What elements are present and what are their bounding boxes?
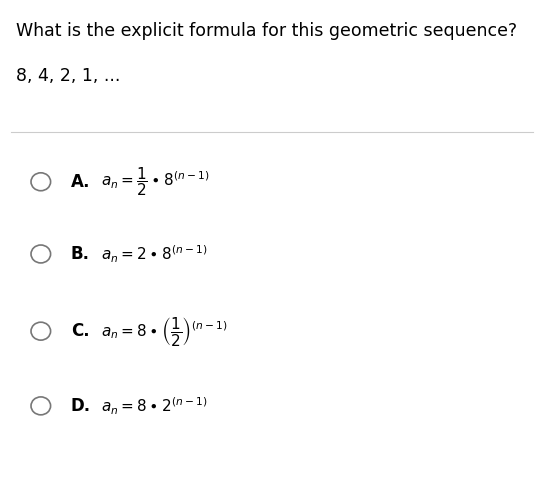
Text: $a_n = 8 \bullet 2^{(n-1)}$: $a_n = 8 \bullet 2^{(n-1)}$ — [101, 395, 207, 416]
Text: C.: C. — [71, 322, 89, 340]
Text: 8, 4, 2, 1, ...: 8, 4, 2, 1, ... — [16, 67, 121, 85]
Text: A.: A. — [71, 173, 90, 191]
Text: $a_n = \dfrac{1}{2} \bullet 8^{(n-1)}$: $a_n = \dfrac{1}{2} \bullet 8^{(n-1)}$ — [101, 165, 209, 198]
Text: What is the explicit formula for this geometric sequence?: What is the explicit formula for this ge… — [16, 22, 517, 40]
Text: $a_n = 2 \bullet 8^{(n-1)}$: $a_n = 2 \bullet 8^{(n-1)}$ — [101, 244, 207, 264]
Text: $a_n = 8 \bullet \left(\dfrac{1}{2}\right)^{(n-1)}$: $a_n = 8 \bullet \left(\dfrac{1}{2}\righ… — [101, 315, 227, 348]
Text: B.: B. — [71, 245, 90, 263]
Text: D.: D. — [71, 397, 91, 415]
